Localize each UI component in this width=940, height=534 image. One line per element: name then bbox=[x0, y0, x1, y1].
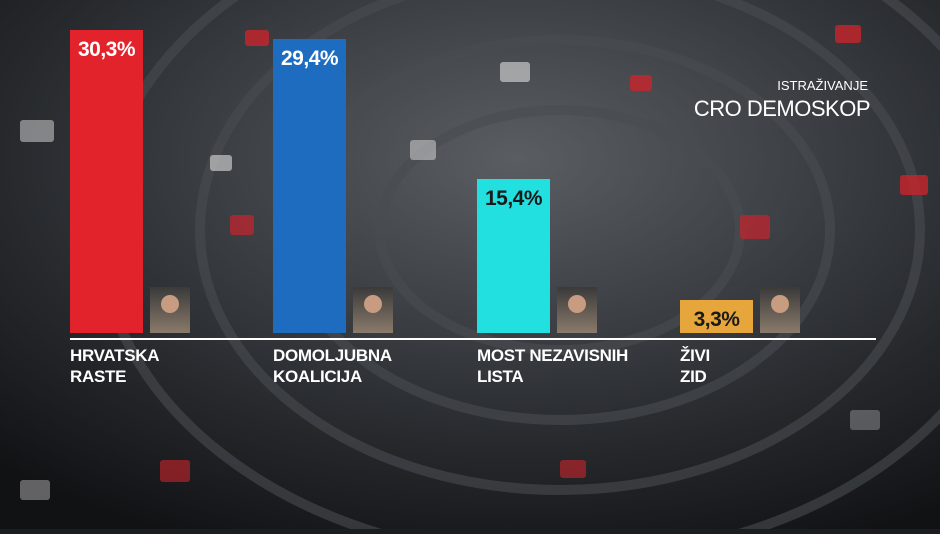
bar bbox=[680, 300, 753, 333]
title: CRO DEMOSKOP bbox=[694, 96, 870, 121]
portrait-head bbox=[771, 295, 789, 313]
category-line: MOST NEZAVISNIH bbox=[477, 346, 632, 365]
category-label: ŽIVI ZID bbox=[680, 346, 714, 386]
category-line: DOMOLJUBNA bbox=[273, 346, 396, 365]
category-label: MOST NEZAVISNIH LISTA bbox=[477, 346, 632, 386]
value-label: 29,4% bbox=[281, 47, 339, 70]
category-line: ŽIVI bbox=[680, 346, 714, 365]
decor-squares bbox=[20, 25, 928, 500]
value-label: 30,3% bbox=[78, 38, 136, 61]
value-label: 15,4% bbox=[485, 187, 543, 210]
category-line: KOALICIJA bbox=[273, 367, 362, 386]
bar bbox=[273, 39, 346, 333]
category-line: ZID bbox=[680, 367, 707, 386]
category-label: HRVATSKA RASTE bbox=[70, 346, 163, 386]
category-label: DOMOLJUBNA KOALICIJA bbox=[273, 346, 396, 386]
bar bbox=[70, 30, 143, 333]
category-line: RASTE bbox=[70, 367, 126, 386]
portrait-head bbox=[161, 295, 179, 313]
portrait-head bbox=[364, 295, 382, 313]
value-label: 3,3% bbox=[694, 308, 741, 331]
subtitle: ISTRAŽIVANJE bbox=[777, 78, 868, 93]
category-line: LISTA bbox=[477, 367, 523, 386]
category-line: HRVATSKA bbox=[70, 346, 163, 365]
portrait-head bbox=[568, 295, 586, 313]
bar bbox=[477, 179, 550, 333]
